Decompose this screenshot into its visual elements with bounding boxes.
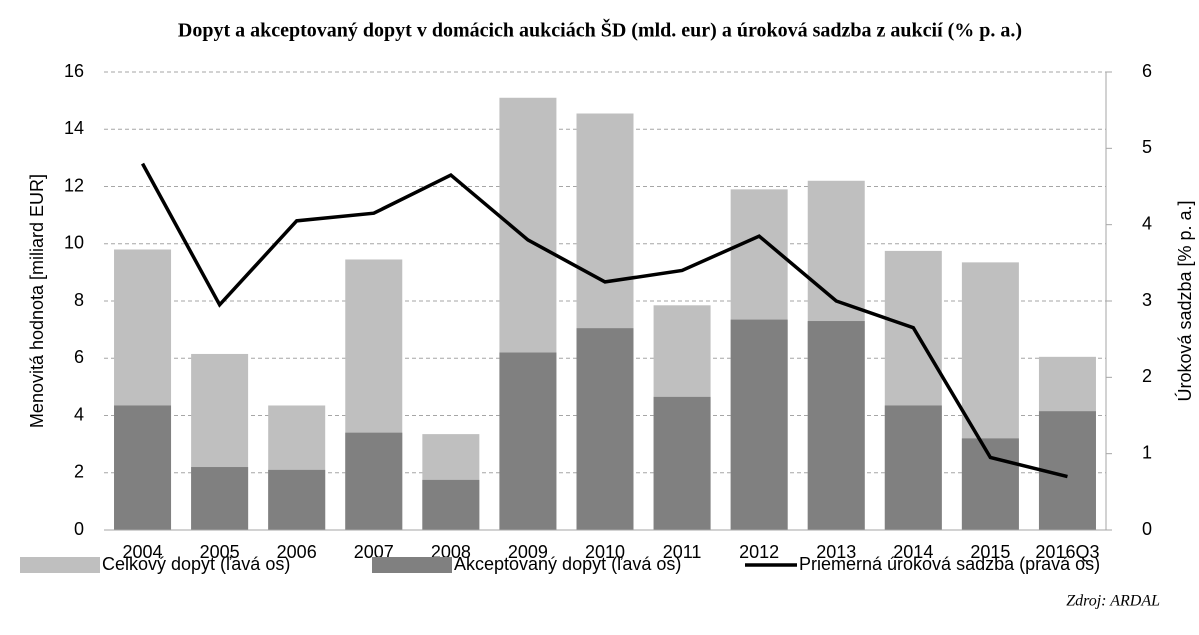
x-tick-label: 2008 (431, 542, 471, 562)
y-tick-label: 14 (64, 118, 84, 138)
x-tick-label: 2006 (277, 542, 317, 562)
bar (422, 479, 480, 530)
legend-swatch (372, 557, 452, 573)
x-tick-label: 2011 (663, 542, 702, 562)
bar (191, 467, 249, 530)
y2-tick-label: 5 (1142, 137, 1152, 157)
bar (730, 319, 788, 530)
x-tick-label: 2010 (585, 542, 625, 562)
chart-title: Dopyt a akceptovaný dopyt v domácich auk… (178, 18, 1022, 42)
bar (576, 328, 634, 530)
y-tick-label: 0 (74, 519, 84, 539)
y-tick-label: 4 (74, 404, 84, 424)
bar (499, 352, 557, 530)
y2-tick-label: 1 (1142, 442, 1152, 462)
y-tick-label: 12 (64, 175, 84, 195)
y2-tick-label: 4 (1142, 213, 1152, 233)
bar (345, 432, 403, 530)
y2-tick-label: 6 (1142, 61, 1152, 81)
x-tick-label: 2015 (970, 542, 1010, 562)
x-tick-label: 2005 (200, 542, 240, 562)
legend-label: Celkový dopyt (ľavá os) (102, 554, 290, 574)
y-tick-label: 2 (74, 462, 84, 482)
bar (961, 438, 1019, 530)
source: Zdroj: ARDAL (1066, 593, 1160, 610)
legend-swatch (20, 557, 100, 573)
line (141, 162, 1068, 479)
x-tick-label: 2009 (508, 542, 548, 562)
y2-axis-label: Úroková sadzba [% p. a.] (1174, 200, 1195, 401)
bar (114, 405, 172, 530)
x-tick-label: 2014 (893, 542, 933, 562)
legend-label: Priemerná úroková sadzba (pravá os) (799, 554, 1100, 574)
y-tick-label: 8 (74, 290, 84, 310)
y2-tick-label: 2 (1142, 366, 1152, 386)
bar (807, 321, 865, 530)
x-tick-label: 2013 (816, 542, 856, 562)
x-tick-label: 2004 (123, 542, 163, 562)
y2-tick-label: 3 (1142, 290, 1152, 310)
legend-label: Akceptovaný dopyt (ľavá os) (454, 554, 681, 574)
x-tick-label: 2016Q3 (1035, 542, 1099, 562)
x-tick-label: 2007 (354, 542, 394, 562)
y-tick-label: 6 (74, 347, 84, 367)
bar (884, 405, 942, 530)
bar (268, 469, 326, 530)
y-tick-label: 10 (64, 233, 84, 253)
y-axis-label: Menovitá hodnota [miliard EUR] (27, 174, 47, 428)
x-tick-label: 2012 (739, 542, 779, 562)
y2-tick-label: 0 (1142, 519, 1152, 539)
y-tick-label: 16 (64, 61, 84, 81)
bar (653, 396, 711, 530)
